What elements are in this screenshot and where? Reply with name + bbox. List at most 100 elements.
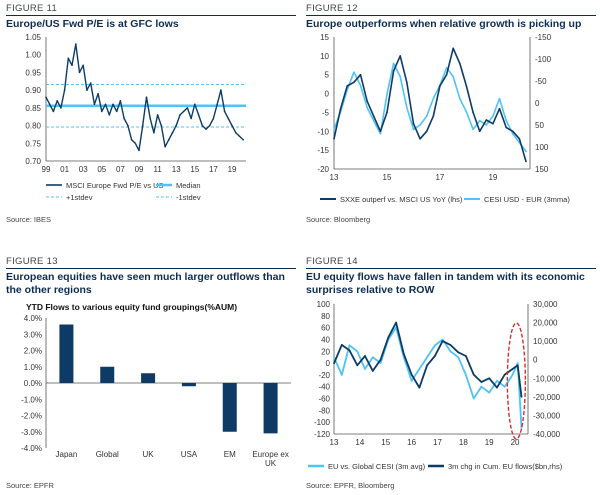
x-tick-label: UK <box>265 459 277 468</box>
y2-tick-label: 10,000 <box>533 337 558 346</box>
figure-11-panel: FIGURE 11 Europe/US Fwd P/E is at GFC lo… <box>6 3 296 228</box>
y-tick-label: 0.80 <box>25 122 41 131</box>
data-point <box>406 81 408 84</box>
figure-label: FIGURE 13 <box>6 256 58 267</box>
y2-tick-label: 100 <box>535 143 549 152</box>
y-tick-label: 0 <box>325 90 330 99</box>
data-point <box>179 114 181 116</box>
divider <box>6 268 296 269</box>
y-tick-label: -2.0% <box>21 412 42 421</box>
y-tick-label: 1.05 <box>25 33 41 42</box>
data-point <box>235 131 237 134</box>
data-point <box>480 385 483 388</box>
data-point <box>366 106 368 109</box>
x-tick-label: 17 <box>209 165 218 174</box>
x-tick-label: 99 <box>42 165 51 174</box>
data-point <box>333 128 335 131</box>
data-point <box>525 150 527 153</box>
data-point <box>392 70 395 72</box>
series-line <box>333 47 527 162</box>
figure-title: European equities have seen much larger … <box>6 271 285 296</box>
x-tick-label: EM <box>224 450 236 459</box>
legend-cesi-label: EU vs. Global CESI (3m avg) <box>328 462 426 471</box>
data-point <box>465 111 468 113</box>
x-tick-label: 15 <box>190 165 199 174</box>
data-point <box>108 114 111 116</box>
legend-plus-stdev-label: +1stdev <box>66 193 93 202</box>
data-point <box>457 351 459 354</box>
y-tick-label: -5 <box>322 108 330 117</box>
y2-tick-label: -30,000 <box>533 411 561 420</box>
figure-14-panel: FIGURE 14 EU equity flows have fallen in… <box>306 256 596 494</box>
data-point <box>449 344 452 346</box>
bar <box>222 383 237 432</box>
bar <box>263 383 278 434</box>
data-point <box>164 146 166 148</box>
data-point <box>71 64 73 67</box>
data-point <box>141 124 144 127</box>
y-tick-label: 15 <box>320 33 329 42</box>
data-point <box>348 344 351 347</box>
data-point <box>516 364 519 367</box>
x-tick-label: 19 <box>485 438 494 447</box>
data-point <box>145 96 148 98</box>
y2-tick-label: -10,000 <box>533 374 561 383</box>
bar <box>181 383 196 387</box>
data-point <box>387 336 390 339</box>
x-tick-label: 17 <box>433 438 442 447</box>
x-tick-label: 16 <box>407 438 416 447</box>
data-point <box>403 353 405 355</box>
data-point <box>194 103 196 106</box>
y2-tick-label: 150 <box>535 165 549 174</box>
data-point <box>45 96 47 98</box>
data-point <box>201 124 204 127</box>
x-tick-label: 15 <box>381 438 390 447</box>
legend-series-label: MSCI Europe Fwd P/E vs US <box>66 181 164 190</box>
data-point <box>472 397 475 400</box>
data-point <box>149 117 151 120</box>
data-point <box>356 364 359 367</box>
data-point <box>78 71 81 74</box>
data-point <box>175 124 177 127</box>
y-tick-label: 0.90 <box>25 86 41 95</box>
series-line <box>45 43 244 152</box>
figure-title: EU equity flows have fallen in tandem wi… <box>306 271 585 296</box>
data-point <box>208 124 211 127</box>
figure-12-panel: FIGURE 12 Europe outperforms when relati… <box>306 3 596 228</box>
data-point <box>242 138 244 141</box>
y2-tick-label: -20,000 <box>533 393 561 402</box>
data-point <box>503 373 506 376</box>
y-tick-label: 20 <box>321 347 330 356</box>
x-tick-label: 13 <box>330 438 339 447</box>
y2-tick-label: -40,000 <box>533 430 561 439</box>
data-point <box>426 356 428 358</box>
data-point <box>525 160 527 163</box>
series-line <box>333 321 523 398</box>
data-point <box>359 73 362 76</box>
legend-median-label: Median <box>176 181 201 190</box>
y-tick-label: 0.95 <box>25 68 41 77</box>
data-point <box>452 47 454 50</box>
data-point <box>425 115 428 117</box>
chart-subtitle: YTD Flows to various equity fund groupin… <box>26 302 237 312</box>
data-point <box>503 385 506 388</box>
figure-13-panel: FIGURE 13 European equities have seen mu… <box>6 256 296 494</box>
series-line <box>333 62 527 152</box>
data-point <box>82 64 84 67</box>
data-point <box>223 110 226 113</box>
data-point <box>341 374 343 376</box>
data-point <box>478 130 481 133</box>
data-point <box>496 386 498 389</box>
legend-sxxe-label: SXXE outperf vs. MSCI US YoY (lhs) <box>340 195 463 204</box>
figure-title: Europe/US Fwd P/E is at GFC lows <box>6 18 179 30</box>
data-point <box>412 122 415 125</box>
source-note: Source: EPFR, Bloomberg <box>306 481 395 490</box>
highlight-ellipse <box>506 322 527 440</box>
x-tick-label: 07 <box>116 165 125 174</box>
data-point <box>379 358 382 361</box>
data-point <box>104 103 107 106</box>
data-point <box>410 373 413 376</box>
y-tick-label: 0.70 <box>25 157 41 166</box>
data-point <box>472 128 474 131</box>
data-point <box>186 107 189 109</box>
